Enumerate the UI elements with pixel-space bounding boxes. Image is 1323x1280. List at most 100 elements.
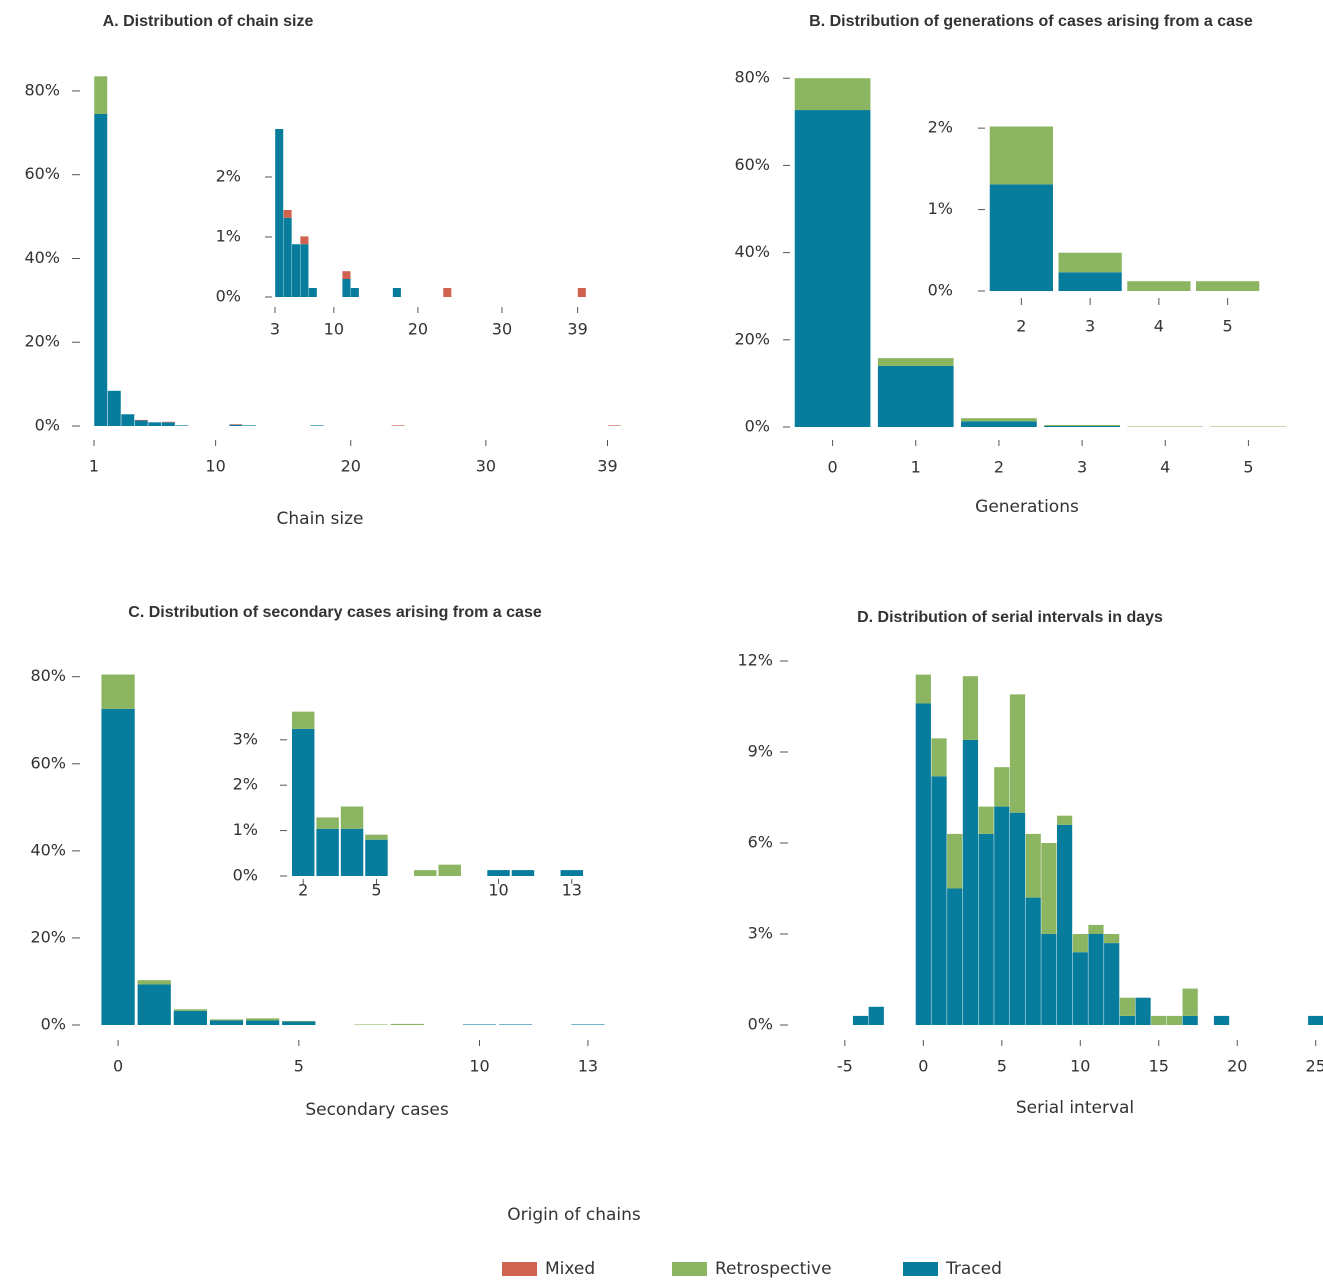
- bar-segment: [1041, 843, 1057, 934]
- bar-segment: [1056, 824, 1073, 1025]
- y-tick-label: 12%: [737, 651, 773, 670]
- bar-segment: [560, 870, 584, 876]
- bar-segment: [1104, 934, 1120, 944]
- bar-segment: [915, 674, 931, 704]
- chart-title: A. Distribution of chain size: [103, 13, 314, 30]
- x-tick-label: 20: [341, 457, 361, 476]
- legend-swatch: [672, 1262, 707, 1276]
- bar-segment: [1044, 424, 1120, 426]
- y-tick-label: 60%: [734, 155, 770, 174]
- bar-segment: [283, 217, 292, 297]
- bar-segment: [391, 425, 405, 426]
- y-tick-label: 2%: [216, 167, 241, 186]
- bar-segment: [209, 1020, 244, 1025]
- bar-segment: [961, 421, 1037, 427]
- x-tick-label: 20: [1227, 1057, 1247, 1076]
- bar-segment: [931, 776, 947, 1025]
- y-tick-label: 80%: [734, 68, 770, 87]
- x-tick-label: 2: [1016, 317, 1026, 336]
- bar-segment: [438, 864, 461, 876]
- bar-segment: [291, 728, 315, 876]
- bar-segment: [1009, 694, 1026, 813]
- y-tick-label: 0%: [928, 281, 953, 300]
- bar-segment: [1119, 1015, 1135, 1025]
- bar-segment: [1044, 425, 1120, 427]
- bar-segment: [101, 674, 135, 709]
- bar-segment: [852, 1015, 869, 1025]
- x-tick-label: 3: [1077, 458, 1087, 477]
- x-axis-label: Secondary cases: [305, 1100, 449, 1120]
- bar-segment: [1041, 934, 1057, 1025]
- x-tick-label: 15: [1149, 1057, 1169, 1076]
- x-tick-label: 13: [578, 1057, 598, 1076]
- bar-segment: [994, 767, 1010, 807]
- bar-segment: [229, 424, 243, 426]
- bar-segment: [978, 806, 994, 834]
- chart-title: B. Distribution of generations of cases …: [809, 13, 1253, 30]
- legend-label: Traced: [945, 1259, 1002, 1279]
- bar-segment: [877, 358, 954, 366]
- bar-segment: [94, 113, 108, 426]
- x-tick-label: 13: [562, 881, 582, 900]
- bar-segment: [989, 126, 1053, 185]
- bar-segment: [242, 425, 256, 426]
- x-tick-label: 30: [492, 320, 512, 339]
- bar-segment: [1196, 281, 1260, 291]
- bar-segment: [282, 1021, 316, 1025]
- bar-segment: [487, 870, 510, 876]
- bar-segment: [354, 1024, 388, 1025]
- y-tick-label: 0%: [216, 287, 241, 306]
- bar-segment: [577, 288, 586, 297]
- y-tick-label: 2%: [928, 118, 953, 137]
- bar-segment: [134, 419, 148, 421]
- x-axis-label: Generations: [975, 497, 1079, 517]
- y-tick-label: 0%: [233, 866, 258, 885]
- x-tick-label: 5: [1243, 458, 1253, 477]
- bar-segment: [300, 236, 309, 245]
- y-tick-label: 40%: [24, 248, 60, 267]
- bar-segment: [148, 422, 162, 426]
- x-tick-label: 10: [324, 320, 344, 339]
- bar-segment: [365, 834, 388, 840]
- x-axis-label: Chain size: [277, 509, 364, 529]
- bar-segment: [462, 1024, 497, 1025]
- bar-segment: [931, 738, 947, 777]
- bar-segment: [175, 425, 189, 426]
- bar-segment: [962, 676, 979, 740]
- y-tick-label: 0%: [35, 416, 60, 435]
- x-tick-label: 39: [567, 320, 587, 339]
- legend-label: Retrospective: [715, 1259, 832, 1279]
- bar-segment: [1088, 924, 1104, 934]
- bar-segment: [1072, 952, 1088, 1025]
- bar-segment: [340, 828, 364, 876]
- bar-segment: [1127, 281, 1191, 291]
- x-tick-label: 10: [469, 1057, 489, 1076]
- bar-segment: [209, 1019, 244, 1021]
- x-tick-label: -5: [837, 1057, 853, 1076]
- y-tick-label: 80%: [30, 666, 66, 685]
- bar-segment: [350, 288, 359, 297]
- bar-segment: [607, 425, 621, 426]
- y-tick-label: 40%: [30, 840, 66, 859]
- bar-segment: [1135, 997, 1151, 1025]
- bar-segment: [962, 739, 979, 1025]
- bar-segment: [989, 184, 1053, 291]
- bar-segment: [283, 210, 292, 218]
- bar-segment: [794, 110, 871, 428]
- x-tick-label: 5: [371, 881, 381, 900]
- bar-segment: [511, 870, 535, 876]
- bar-segment: [246, 1020, 280, 1025]
- bar-segment: [1058, 252, 1122, 273]
- x-tick-label: 2: [298, 881, 308, 900]
- x-tick-label: 10: [488, 881, 508, 900]
- y-tick-label: 60%: [30, 753, 66, 772]
- bar-segment: [275, 129, 284, 297]
- y-tick-label: 1%: [216, 227, 241, 246]
- bar-segment: [877, 365, 954, 427]
- y-tick-label: 2%: [233, 775, 258, 794]
- y-tick-label: 3%: [233, 729, 258, 748]
- legend-label: Mixed: [545, 1259, 595, 1279]
- x-tick-label: 1: [911, 458, 921, 477]
- x-tick-label: 4: [1154, 317, 1164, 336]
